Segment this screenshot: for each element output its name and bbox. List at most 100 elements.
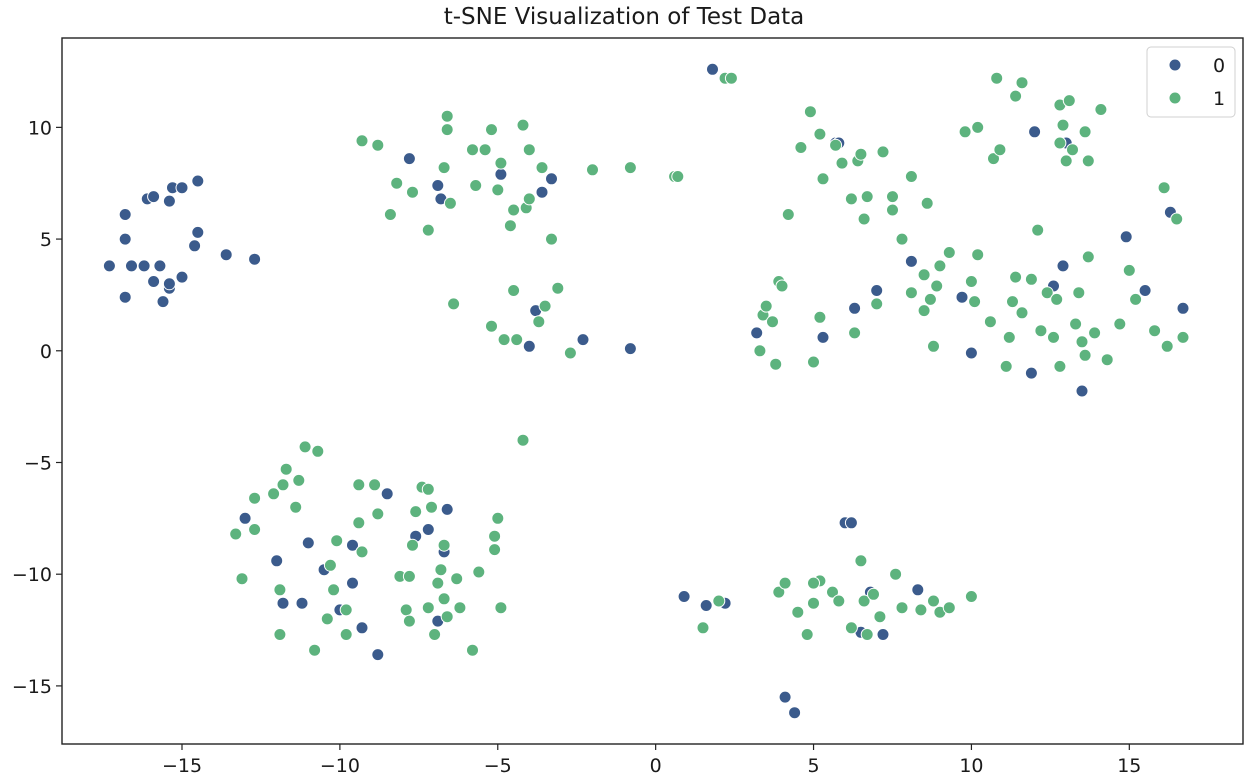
data-point-class-0 (876, 628, 890, 641)
data-point-class-1 (488, 543, 502, 557)
data-point-class-1 (1009, 270, 1023, 284)
data-point-class-0 (421, 523, 435, 536)
data-point-class-1 (832, 594, 846, 608)
data-point-class-0 (1024, 366, 1038, 380)
y-tick-label: 5 (40, 229, 52, 251)
data-point-class-0 (125, 259, 138, 273)
data-point-class-1 (1069, 317, 1083, 331)
data-point-class-1 (914, 603, 928, 617)
data-point-class-1 (478, 143, 492, 157)
data-point-class-1 (1129, 292, 1143, 306)
data-point-class-1 (522, 143, 536, 157)
legend: 01 (1146, 46, 1236, 118)
data-point-class-1 (1009, 89, 1023, 103)
data-point-class-0 (248, 252, 262, 266)
data-point-class-1 (494, 601, 508, 615)
data-point-class-1 (440, 109, 454, 123)
x-tick-label: 5 (807, 755, 819, 777)
data-point-class-1 (1066, 143, 1079, 157)
x-tick-label: −5 (484, 755, 512, 777)
data-point-class-1 (1176, 330, 1190, 344)
data-point-class-1 (1100, 353, 1114, 367)
data-point-class-0 (848, 301, 862, 315)
data-point-class-0 (545, 172, 558, 186)
data-point-class-1 (854, 147, 868, 161)
data-point-class-1 (273, 583, 287, 597)
data-point-class-1 (1056, 118, 1070, 132)
data-point-class-1 (1053, 136, 1067, 150)
data-point-class-1 (870, 297, 884, 311)
data-point-class-1 (1081, 154, 1095, 168)
data-point-class-1 (437, 538, 451, 552)
data-point-class-1 (1015, 76, 1029, 90)
data-point-class-0 (118, 232, 132, 246)
data-point-class-1 (1053, 359, 1067, 373)
data-point-class-1 (993, 143, 1007, 157)
data-point-class-1 (860, 190, 874, 204)
data-point-class-1 (873, 610, 887, 624)
data-point-class-1 (1148, 324, 1162, 338)
data-point-class-1 (352, 478, 366, 492)
data-point-class-1 (848, 326, 862, 340)
data-point-class-1 (886, 203, 899, 217)
data-point-class-0 (778, 690, 792, 704)
data-point-class-1 (352, 516, 366, 530)
data-point-class-1 (772, 585, 786, 599)
data-point-class-0 (147, 275, 161, 288)
data-point-class-0 (402, 152, 416, 166)
data-point-class-1 (990, 71, 1004, 85)
data-point-class-1 (813, 127, 827, 141)
data-point-class-1 (800, 628, 814, 641)
data-point-class-1 (421, 223, 435, 237)
data-point-class-1 (1075, 335, 1089, 349)
data-point-class-1 (1015, 306, 1029, 320)
data-point-class-1 (983, 315, 997, 329)
x-tick-label: 0 (650, 755, 662, 777)
data-point-class-1 (778, 576, 792, 590)
data-point-class-1 (437, 161, 451, 175)
data-point-class-1 (421, 482, 435, 496)
data-point-class-1 (844, 192, 858, 206)
data-point-class-0 (301, 536, 315, 550)
data-point-class-0 (102, 259, 116, 273)
data-point-class-1 (1006, 295, 1019, 309)
data-point-class-1 (248, 523, 262, 536)
data-point-class-0 (788, 706, 802, 720)
data-point-class-0 (964, 346, 978, 360)
data-point-class-0 (911, 583, 925, 597)
data-point-class-1 (497, 333, 511, 347)
data-point-class-0 (346, 576, 359, 590)
data-point-class-1 (999, 359, 1013, 373)
data-point-class-1 (623, 161, 637, 175)
data-point-class-1 (443, 196, 457, 210)
data-point-class-1 (406, 185, 419, 199)
data-point-class-1 (971, 120, 985, 134)
data-point-class-1 (491, 183, 505, 197)
data-point-class-1 (431, 576, 445, 590)
data-point-class-0 (175, 270, 189, 284)
data-point-class-1 (920, 196, 934, 210)
data-point-class-1 (895, 601, 909, 615)
data-point-class-0 (147, 190, 161, 204)
data-point-class-1 (923, 292, 937, 306)
data-point-class-0 (162, 277, 176, 291)
data-point-class-1 (289, 500, 303, 514)
data-point-class-1 (867, 587, 880, 601)
data-point-class-1 (279, 462, 293, 476)
data-point-class-1 (968, 295, 982, 309)
legend-label-1: 1 (1213, 88, 1225, 110)
data-point-class-1 (421, 601, 435, 615)
data-point-class-1 (434, 563, 448, 577)
data-point-class-1 (1094, 103, 1108, 116)
data-point-class-1 (276, 478, 290, 492)
data-point-class-1 (453, 601, 467, 615)
data-point-class-1 (522, 192, 536, 206)
data-point-class-1 (248, 491, 262, 505)
data-point-class-0 (706, 62, 719, 76)
data-point-class-1 (563, 346, 577, 360)
data-point-class-0 (346, 538, 359, 552)
data-point-class-1 (769, 357, 783, 371)
data-point-class-1 (816, 172, 830, 186)
data-point-class-1 (503, 219, 517, 233)
data-point-class-1 (930, 279, 944, 293)
